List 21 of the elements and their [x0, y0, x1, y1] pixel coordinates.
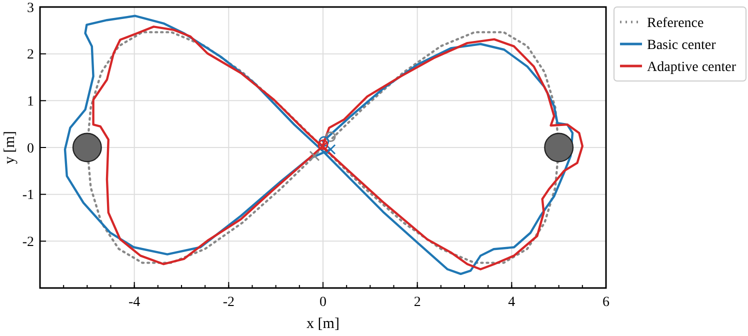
y-tick-label: 3 [27, 0, 34, 16]
x-tick-label: 6 [602, 295, 610, 310]
legend-label: Reference [647, 16, 704, 31]
x-tick-label: -2 [222, 295, 235, 310]
x-tick-label: -4 [128, 295, 140, 310]
y-tick-label: 2 [27, 48, 34, 63]
y-tick-label: -2 [22, 235, 34, 250]
point [318, 136, 330, 147]
point [325, 131, 336, 142]
y-tick-label: 1 [27, 94, 34, 110]
x-tick-label: 4 [508, 295, 516, 310]
legend-label: Basic center [647, 38, 716, 53]
y-axis-title: y [m] [2, 131, 18, 164]
y-tick-label: 0 [27, 141, 34, 156]
y-tick-label: -1 [22, 188, 34, 204]
point [309, 150, 320, 162]
x-tick-label: 0 [320, 295, 326, 310]
x-tick-label: 2 [414, 295, 421, 310]
x-axis-title: x [m] [306, 316, 340, 332]
point [325, 144, 336, 155]
legend-label: Adaptive center [647, 60, 736, 75]
